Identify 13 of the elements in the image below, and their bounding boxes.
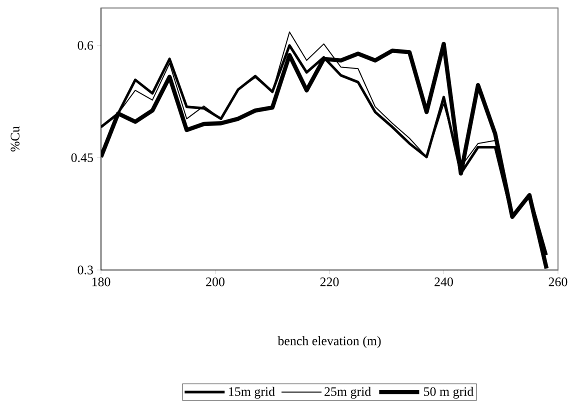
x-tick-label: 180 bbox=[92, 278, 110, 286]
legend-label: 15m grid bbox=[229, 386, 275, 399]
y-tick-label: 0.3 bbox=[78, 266, 93, 274]
x-tick-label: 200 bbox=[206, 278, 224, 286]
x-tick-label: 220 bbox=[320, 278, 339, 286]
y-tick-label: 0.6 bbox=[78, 41, 94, 50]
legend-label: 50 m grid bbox=[424, 386, 474, 399]
y-tick-label: 0.45 bbox=[71, 153, 93, 162]
y-axis-title: %Cu bbox=[10, 126, 20, 152]
x-tick-label: 240 bbox=[434, 278, 453, 286]
legend-label: 25m grid bbox=[324, 386, 371, 399]
x-tick-label: 260 bbox=[548, 278, 568, 286]
x-axis-title: bench elevation (m) bbox=[278, 336, 381, 348]
